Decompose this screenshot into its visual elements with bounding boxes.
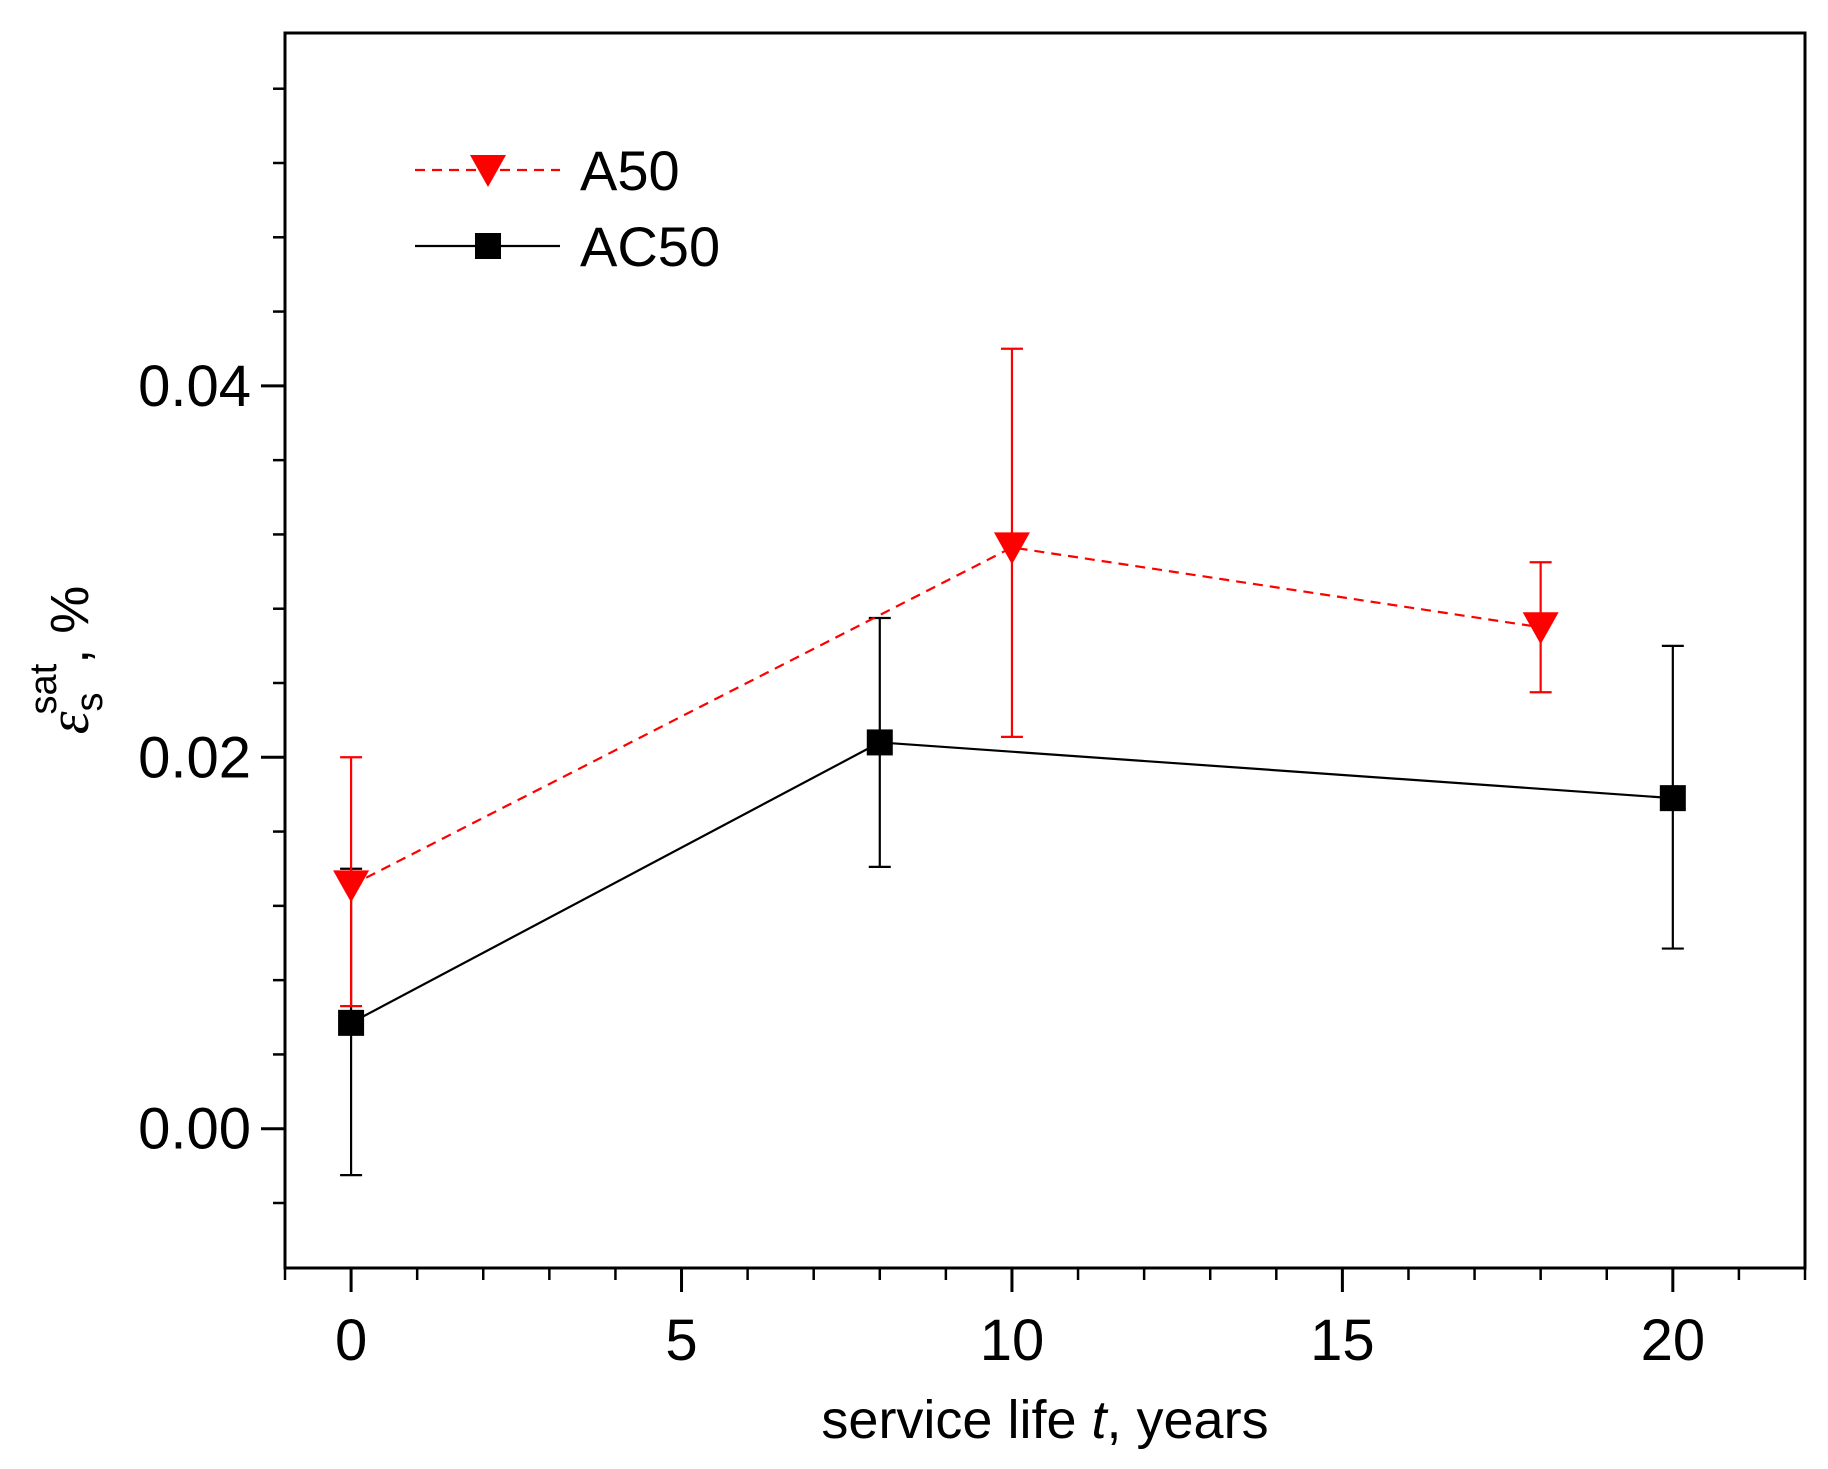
data-point (866, 729, 893, 756)
data-point (993, 532, 1030, 565)
data-point (338, 1009, 365, 1036)
svg-text:εssat, %: εssat, % (23, 586, 111, 735)
legend-item-A50: A50 (415, 139, 680, 202)
series-layer (333, 347, 1686, 1177)
y-tick-label: 0.02 (138, 725, 251, 790)
series-line (350, 546, 1541, 887)
x-tick-label: 15 (1310, 1308, 1375, 1373)
x-tick-label: 20 (1641, 1308, 1706, 1373)
y-tick-label: 0.04 (138, 354, 251, 419)
series-A50 (333, 347, 1559, 1008)
legend-marker (475, 233, 501, 259)
legend-marker (470, 155, 506, 187)
y-axis-title: εssat, % (23, 586, 111, 735)
legend-label: A50 (580, 139, 680, 202)
major-ticks (261, 384, 1675, 1292)
x-tick-label: 0 (335, 1308, 367, 1373)
data-point (1659, 785, 1686, 812)
minor-ticks (273, 87, 1807, 1280)
y-tick-label: 0.00 (138, 1097, 251, 1162)
tick-labels: 0 5 10 15 20 0.00 0.02 0.04 (138, 354, 1705, 1373)
data-point (1522, 612, 1559, 645)
x-tick-label: 10 (980, 1308, 1045, 1373)
legend: A50 AC50 (415, 139, 720, 278)
legend-label: AC50 (580, 215, 720, 278)
legend-item-AC50: AC50 (415, 215, 720, 278)
plot-frame (283, 31, 1807, 1270)
x-axis-title: service life t, years (821, 1390, 1268, 1450)
x-tick-label: 5 (665, 1308, 697, 1373)
data-point (333, 870, 370, 903)
